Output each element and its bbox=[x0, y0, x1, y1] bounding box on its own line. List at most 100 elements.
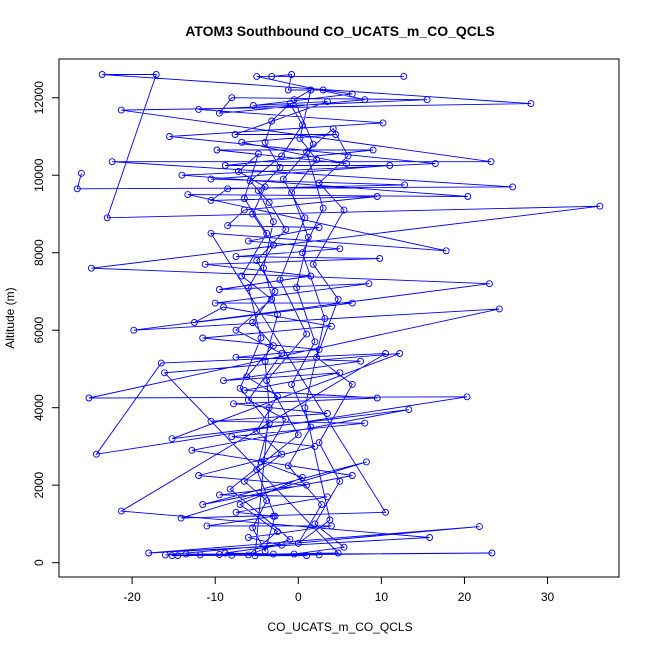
data-point bbox=[268, 72, 276, 80]
data-point bbox=[313, 156, 321, 164]
data-point bbox=[249, 524, 257, 532]
data-point bbox=[199, 501, 207, 508]
data-point bbox=[117, 507, 125, 515]
series-line bbox=[76, 73, 600, 557]
data-point bbox=[190, 319, 198, 326]
data-point bbox=[379, 119, 387, 127]
data-point bbox=[423, 96, 431, 104]
data-point bbox=[307, 272, 315, 280]
data-point bbox=[240, 206, 248, 214]
data-point bbox=[244, 396, 252, 404]
data-point bbox=[344, 152, 352, 160]
data-point bbox=[73, 185, 81, 193]
data-point bbox=[475, 523, 483, 531]
y-tick-label: 0 bbox=[32, 559, 46, 566]
data-point bbox=[294, 539, 302, 547]
data-point bbox=[340, 206, 348, 214]
data-point bbox=[274, 528, 281, 536]
data-point bbox=[271, 288, 279, 295]
data-point bbox=[98, 71, 106, 78]
data-point bbox=[400, 72, 408, 80]
data-point bbox=[464, 193, 472, 200]
data-point bbox=[178, 171, 186, 179]
data-point bbox=[263, 229, 271, 237]
data-point bbox=[220, 303, 227, 311]
data-point bbox=[168, 552, 176, 560]
data-point bbox=[261, 357, 269, 365]
data-point bbox=[157, 359, 165, 367]
data-point bbox=[284, 462, 292, 470]
data-point bbox=[386, 162, 394, 169]
data-point bbox=[152, 71, 160, 78]
y-tick-label: 10000 bbox=[32, 158, 46, 192]
data-point bbox=[315, 439, 323, 447]
data-point bbox=[318, 501, 326, 508]
data-point bbox=[311, 442, 319, 450]
data-point bbox=[323, 410, 331, 417]
data-point bbox=[303, 552, 311, 560]
data-point bbox=[161, 551, 169, 559]
data-point bbox=[235, 167, 242, 175]
x-tick-label: 10 bbox=[375, 590, 389, 604]
data-point bbox=[166, 133, 173, 140]
data-point bbox=[304, 233, 312, 241]
data-point bbox=[321, 315, 329, 323]
data-point bbox=[211, 299, 219, 307]
data-point bbox=[334, 295, 342, 303]
data-point bbox=[177, 514, 185, 522]
data-point bbox=[108, 158, 116, 166]
data-point bbox=[293, 284, 301, 292]
data-point bbox=[334, 549, 342, 557]
x-tick-label: -10 bbox=[207, 590, 225, 604]
data-point bbox=[323, 98, 331, 106]
data-point bbox=[274, 392, 281, 400]
data-point bbox=[405, 406, 413, 414]
data-point bbox=[224, 185, 232, 193]
data-point bbox=[77, 169, 85, 177]
data-point bbox=[199, 334, 207, 342]
data-point bbox=[313, 353, 321, 361]
data-point bbox=[294, 431, 302, 439]
data-point bbox=[298, 473, 306, 481]
y-axis: 0 2000 4000 6000 8000 10000 12000 bbox=[32, 81, 59, 566]
data-point bbox=[336, 369, 344, 377]
data-point bbox=[161, 369, 168, 377]
data-point bbox=[382, 350, 389, 357]
data-point bbox=[303, 148, 311, 156]
data-point bbox=[296, 134, 304, 142]
data-point bbox=[265, 198, 273, 206]
data-point bbox=[307, 423, 315, 431]
data-point bbox=[207, 196, 215, 204]
data-point bbox=[188, 446, 196, 454]
data-point bbox=[228, 433, 236, 441]
data-point bbox=[195, 105, 203, 113]
data-point bbox=[357, 357, 365, 365]
data-point bbox=[274, 311, 281, 319]
data-point bbox=[311, 338, 319, 346]
data-point bbox=[348, 90, 356, 98]
data-point bbox=[288, 380, 296, 388]
data-point bbox=[269, 550, 277, 558]
data-point bbox=[257, 458, 265, 466]
data-point bbox=[215, 286, 223, 293]
data-point bbox=[224, 222, 232, 230]
data-point bbox=[240, 386, 248, 394]
data-point bbox=[259, 264, 267, 272]
data-point bbox=[315, 551, 323, 559]
data-layer bbox=[73, 71, 604, 560]
data-point bbox=[257, 334, 265, 342]
y-tick-label: 4000 bbox=[32, 394, 46, 421]
data-point bbox=[278, 541, 286, 549]
data-point bbox=[238, 138, 246, 146]
data-point bbox=[282, 226, 290, 233]
data-point bbox=[232, 253, 240, 261]
data-point bbox=[276, 164, 284, 171]
data-point bbox=[244, 284, 252, 292]
data-point bbox=[269, 218, 277, 226]
data-point bbox=[238, 272, 246, 280]
data-point bbox=[231, 131, 239, 138]
data-point bbox=[382, 508, 389, 516]
data-point bbox=[254, 150, 262, 158]
data-point bbox=[326, 516, 334, 524]
